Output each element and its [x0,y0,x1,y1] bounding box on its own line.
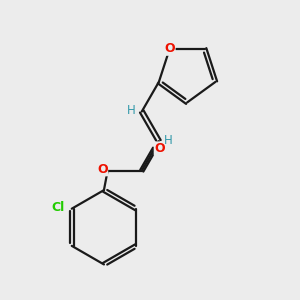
Text: H: H [127,104,136,117]
Text: H: H [164,134,173,147]
Text: O: O [154,142,165,155]
Text: Cl: Cl [52,201,65,214]
Text: O: O [97,163,108,176]
Text: O: O [164,42,175,55]
